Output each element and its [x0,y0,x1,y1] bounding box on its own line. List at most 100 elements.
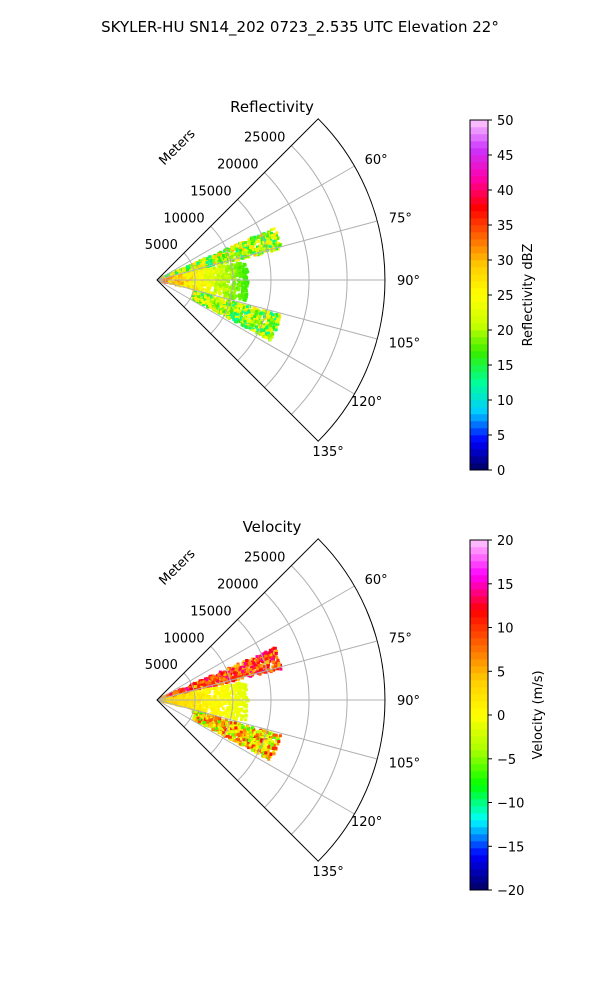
colorbar-band [470,176,488,184]
echo-gate [239,718,243,722]
echo-gate [276,742,280,746]
echo-gate [228,252,232,256]
colorbar-band [470,568,488,576]
echo-gate [176,269,180,273]
colorbar-band [470,750,488,758]
echo-gate [233,320,237,323]
echo-gate [275,234,278,237]
echo-gate [188,700,192,704]
echo-gate [242,289,246,293]
echo-gate [262,240,266,244]
echo-gate [242,251,246,255]
echo-gate [275,231,279,235]
echo-gate [256,741,260,745]
echo-gate [224,673,228,677]
echo-gate [206,276,210,279]
echo-gate [225,253,229,257]
echo-gate [204,699,208,703]
echo-gate [265,748,269,752]
echo-gate [213,275,217,279]
echo-gate [189,274,192,278]
echo-gate [236,257,240,261]
echo-gate [217,298,221,302]
echo-gate [245,662,249,666]
echo-gate [261,325,265,328]
echo-gate [263,745,267,749]
colorbar-tick-label: 50 [497,114,514,129]
colorbar-band [470,666,488,674]
echo-gate [263,729,267,733]
echo-gate [277,315,281,319]
echo-gate [167,273,171,277]
colorbar-tick-label: 20 [497,534,514,549]
echo-gate [244,271,248,275]
echo-gate [192,687,196,691]
echo-gate [189,286,193,290]
echo-gate [220,274,224,278]
colorbar-band [470,694,488,702]
echo-gate [239,674,243,678]
echo-gate [237,304,241,308]
echo-gate [236,689,240,693]
echo-gate [275,735,279,739]
echo-gate [180,688,184,692]
echo-gate [244,673,248,677]
echo-gate [225,712,229,716]
echo-gate [233,247,237,250]
sector-border [156,538,386,862]
echo-gate [223,307,227,311]
echo-gate [202,714,206,718]
echo-gate [207,679,211,683]
echo-gate [208,286,212,290]
echo-gate [209,711,213,715]
echo-gate [277,664,281,668]
echo-gate [177,700,181,704]
echo-gate [273,236,277,240]
echo-gate [275,247,279,251]
echo-gate [175,271,179,275]
echo-gate [244,295,248,298]
echo-gate [199,286,203,290]
range-tick-label: 5000 [145,238,178,253]
echo-gate [195,692,198,696]
colorbar-band [470,561,488,569]
echo-gate [234,726,238,730]
echo-gate [233,277,237,281]
echo-gate [234,675,238,679]
echo-gate [218,703,222,707]
echo-gate [194,718,198,722]
echo-gate [253,746,257,750]
echo-gate [233,266,237,269]
echo-gate [235,252,239,256]
echo-gate [236,666,240,670]
echo-gate [262,309,266,313]
echo-gate [240,256,244,260]
echo-gate [218,730,222,734]
echo-gate [206,702,209,706]
echo-gate [186,268,189,272]
echo-lobe-south [191,710,282,761]
echo-gate [271,313,275,317]
echo-gate [263,748,267,752]
colorbar-band [470,463,488,471]
echo-gate [213,695,217,699]
echo-gate [269,330,273,334]
echo-gate [214,683,218,687]
echo-gate [252,732,256,736]
echo-gate [264,336,268,340]
colorbar-band [470,428,488,436]
echo-gate [275,649,279,653]
echo-gate [276,322,280,326]
echo-gate [218,265,222,269]
colorbar-band [470,617,488,625]
echo-gate [232,292,236,295]
echo-gate [225,678,229,682]
echo-gate [272,646,276,650]
echo-gate [196,686,200,690]
echo-gate [267,318,271,322]
echo-gate [265,756,269,759]
echo-gate [217,274,221,277]
echo-gate [247,238,251,242]
polar-labels: 60° 75° 90° 105° 120° 135° 5000 10000 15000 20000… [145,126,420,460]
echo-gate [251,238,255,242]
